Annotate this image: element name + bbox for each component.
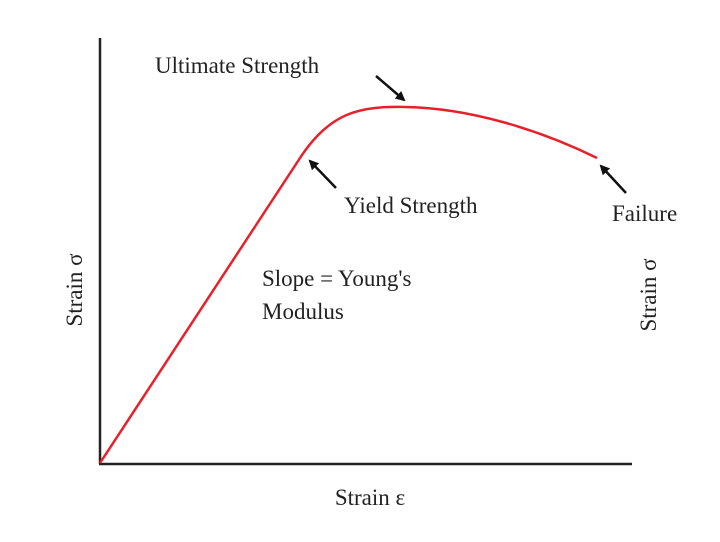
slope-label-line1: Slope = Young's [262, 266, 411, 291]
ultimate-arrow-icon [375, 75, 406, 102]
ultimate-strength-label: Ultimate Strength [155, 53, 320, 78]
y-axis-label: Strain σ [62, 253, 87, 327]
slope-label-line2: Modulus [262, 299, 344, 324]
y-axis-label-right: Strain σ [636, 258, 661, 332]
yield-arrow-icon [308, 159, 337, 189]
stress-strain-curve [98, 105, 598, 464]
failure-arrow-icon [599, 164, 627, 194]
yield-strength-label: Yield Strength [344, 193, 478, 218]
failure-label: Failure [612, 201, 677, 226]
x-axis-label: Strain ε [335, 485, 405, 510]
